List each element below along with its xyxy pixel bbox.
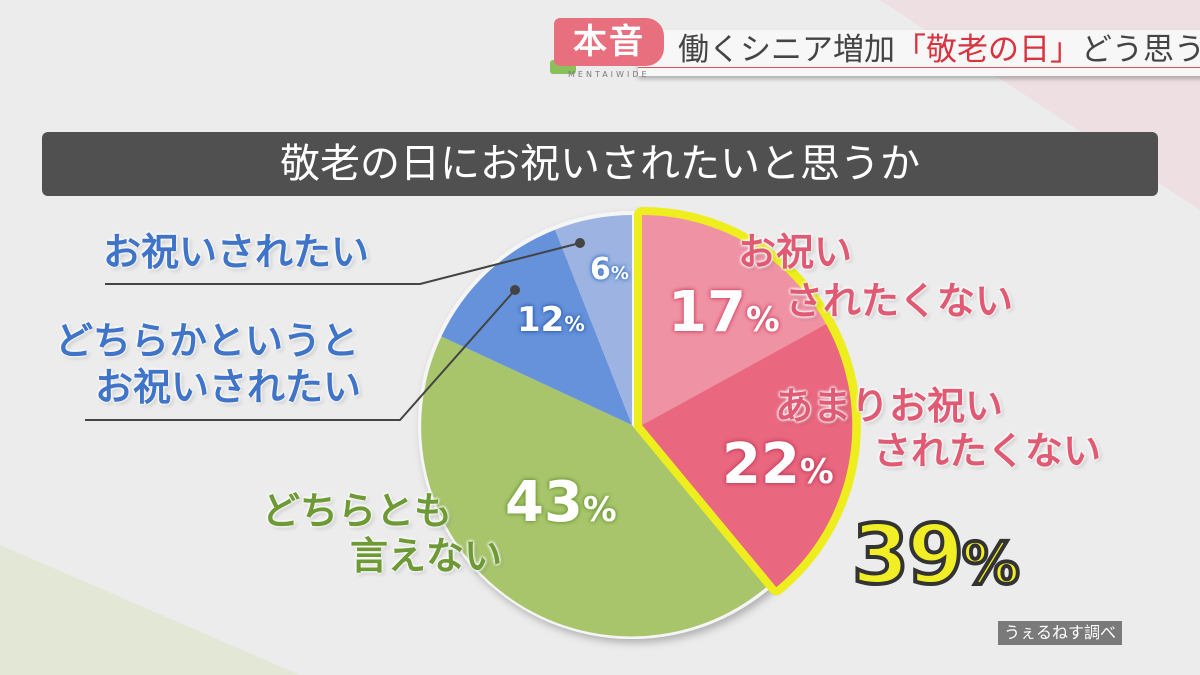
leader-dot-want — [575, 238, 585, 248]
source-credit: うぇるねす調べ — [998, 621, 1123, 645]
label-neither-line1: どちらとも — [262, 489, 453, 533]
slice-not-want — [642, 215, 827, 425]
header-title: 働くシニア増加「敬老の日」どう思う? — [678, 30, 1200, 70]
program-logo-text: MENTAIWIDE — [568, 70, 650, 79]
slice-rather-not — [642, 324, 853, 588]
header-title-post: どう思う? — [1081, 32, 1200, 68]
leader-line-want — [105, 242, 581, 285]
pct-want: 6% — [590, 252, 629, 287]
segment-badge: 本音 — [554, 18, 664, 66]
program-header: 本音 MENTAIWIDE 働くシニア増加「敬老の日」どう思う? — [548, 18, 1200, 80]
pct-neither: 43% — [505, 470, 617, 535]
slice-want — [555, 215, 632, 425]
label-somewhat-want-line1: どちらかというと — [55, 319, 360, 363]
slice-neither — [421, 336, 767, 637]
header-bar — [638, 30, 1200, 76]
leader-dot-somewhat — [510, 285, 520, 295]
leader-line-somewhat — [85, 289, 516, 421]
label-somewhat-want-line2: お祝いされたい — [95, 365, 362, 409]
header-underline — [638, 67, 1200, 68]
label-not-want-line1: お祝い — [738, 230, 853, 274]
label-rather-not-line1: あまりお祝い — [775, 384, 1004, 428]
label-want: お祝いされたい — [103, 230, 370, 274]
header-title-pre: 働くシニア増加 — [678, 32, 895, 68]
label-neither-line2: 言えない — [350, 534, 503, 578]
slice-somewhat-want — [441, 229, 632, 425]
pct-somewhat-want: 12% — [517, 300, 585, 340]
negative-total-callout: 39% — [850, 506, 1022, 605]
pct-rather-not: 22% — [722, 432, 834, 497]
negative-highlight-outline — [634, 206, 861, 596]
label-rather-not-line2: されたくない — [873, 429, 1102, 473]
chart-title: 敬老の日にお祝いされたいと思うか — [42, 132, 1158, 196]
header-title-highlight: 「敬老の日」 — [895, 32, 1081, 68]
pct-not-want: 17% — [668, 280, 780, 345]
label-not-want-line2: されたくない — [785, 279, 1014, 323]
